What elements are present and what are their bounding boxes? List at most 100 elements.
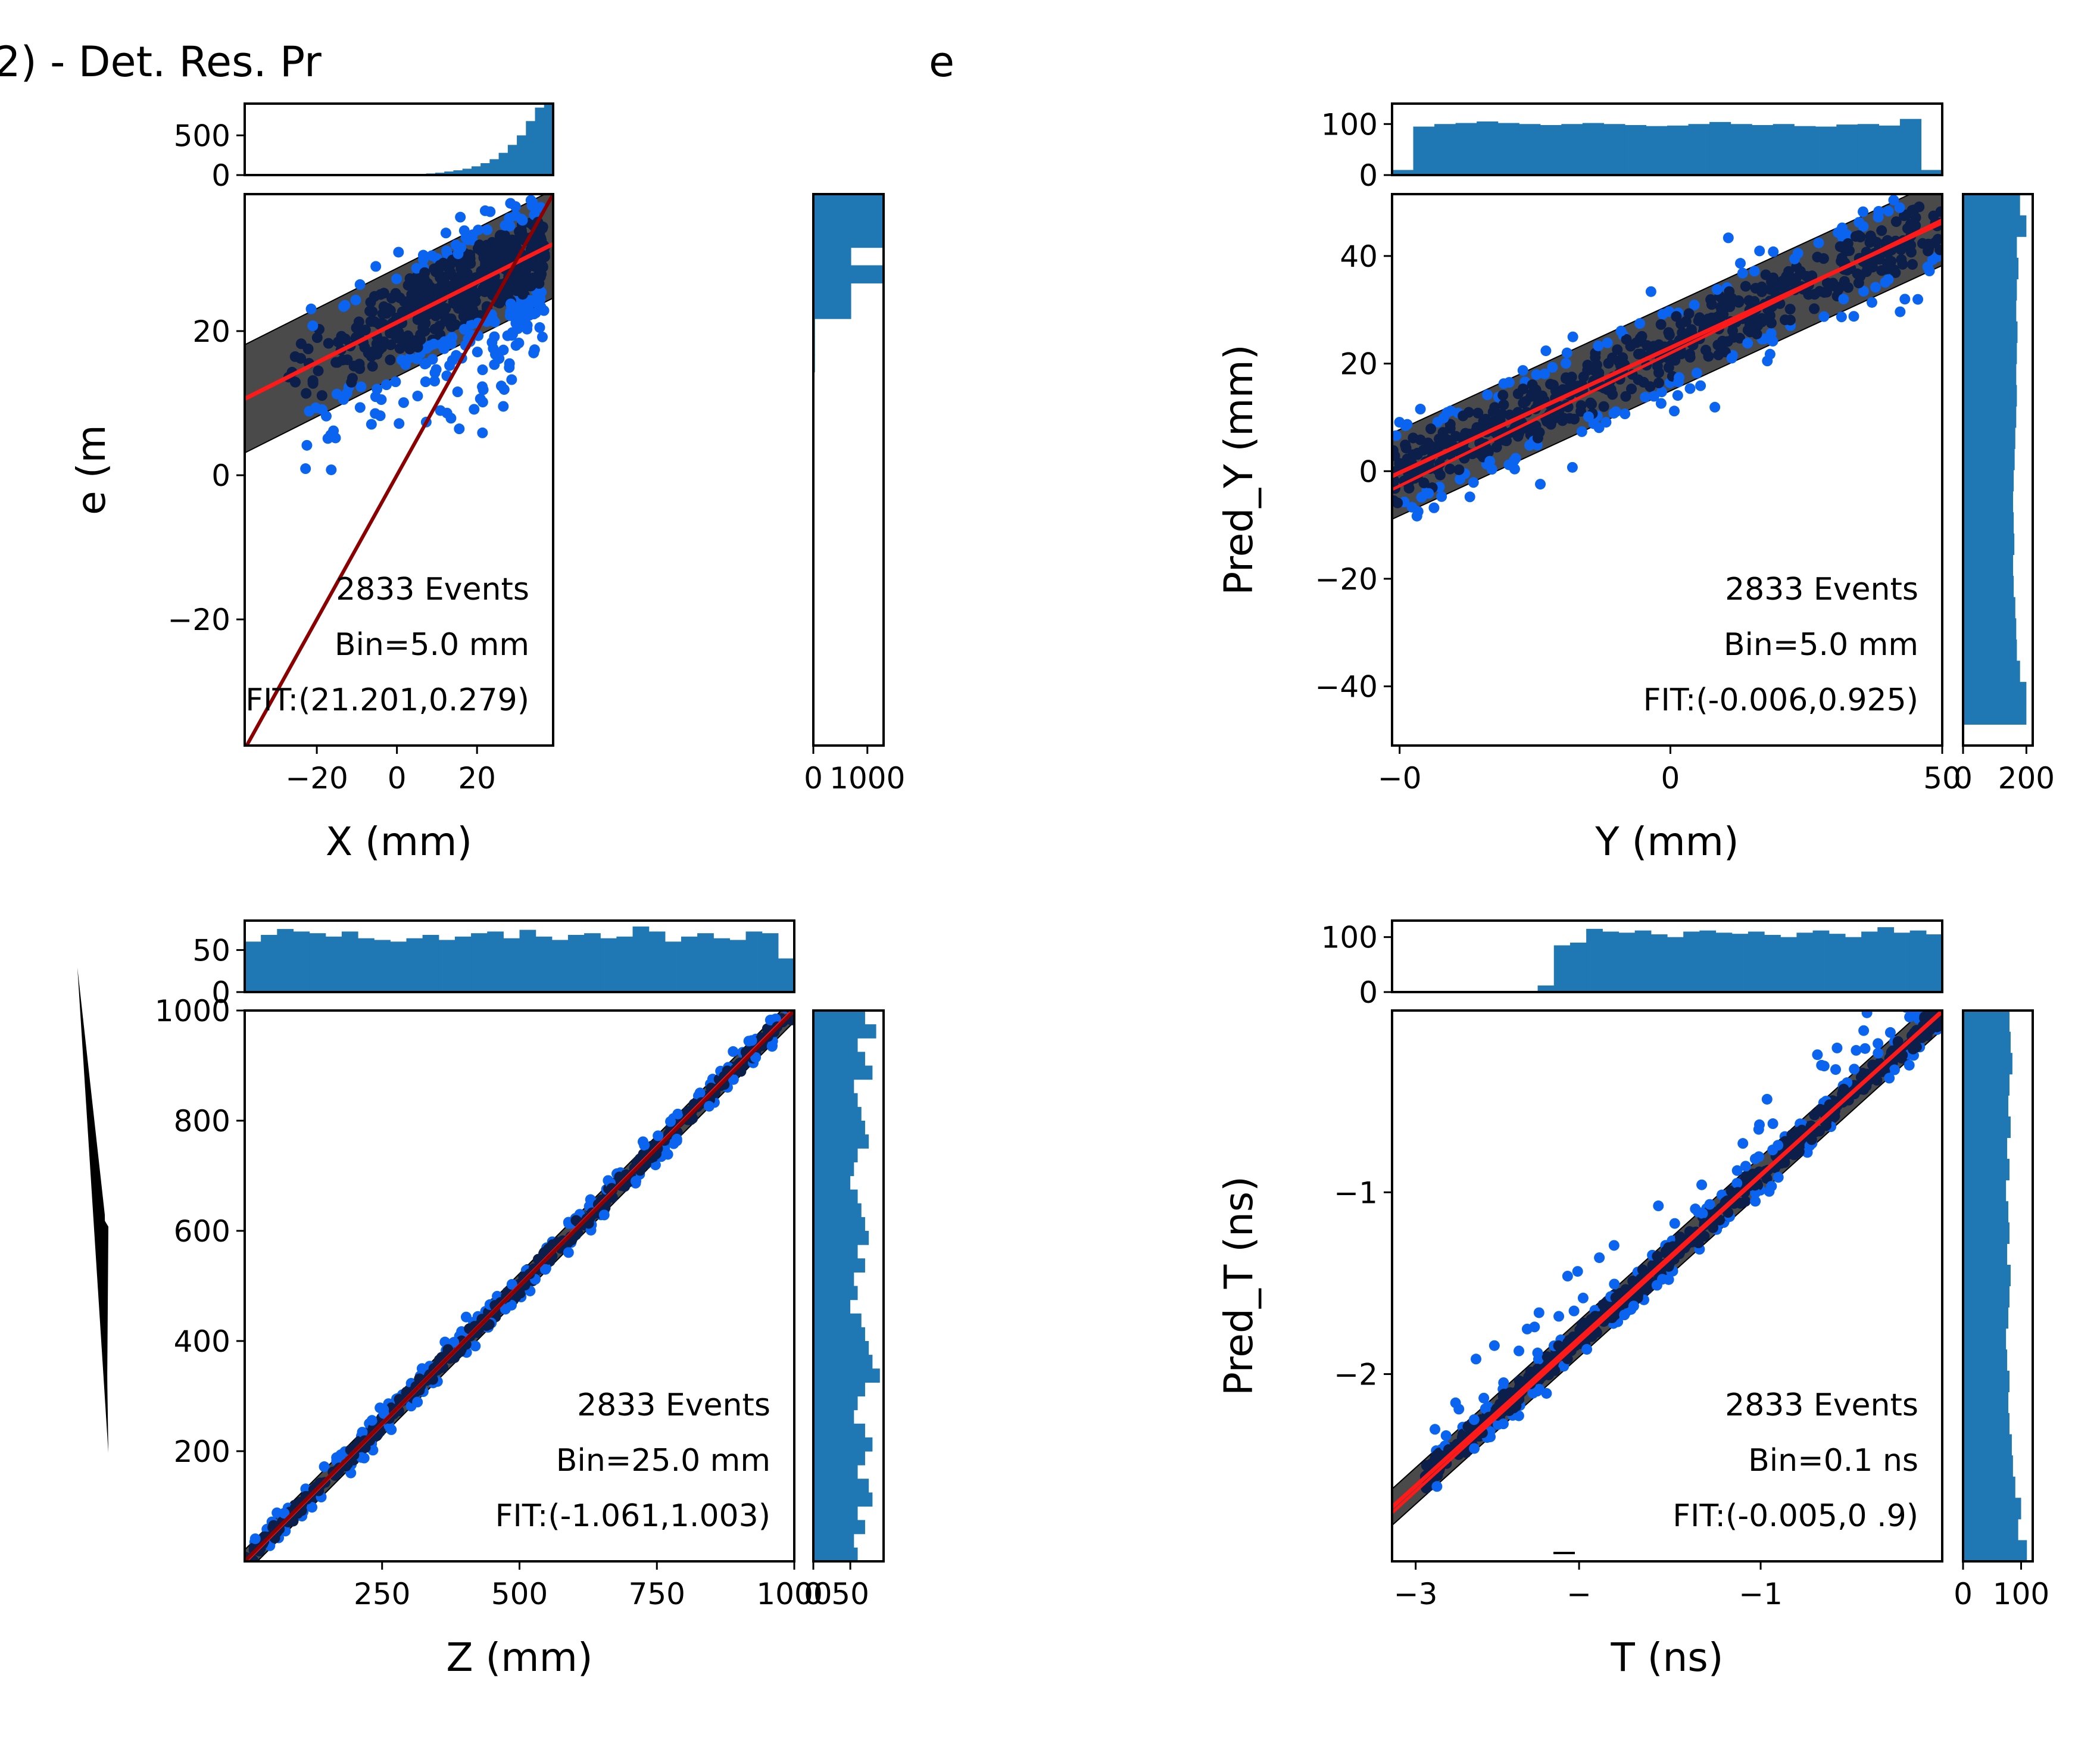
scatter-point [330, 357, 342, 368]
top-histogram-bar [277, 929, 294, 992]
scatter-point [489, 331, 500, 342]
scatter-point [1608, 1240, 1620, 1251]
scatter-point [505, 298, 516, 310]
right-histogram-bar [1963, 448, 2015, 470]
scatter-point [1711, 284, 1723, 295]
fit-line-secondary [1392, 1011, 1942, 1515]
right-hist-tick-label: 0 [1954, 1577, 1973, 1611]
top-histogram-bar [309, 933, 326, 992]
right-histogram-bar [1963, 257, 2019, 280]
top-hist-tick-label: 500 [174, 118, 230, 153]
scatter-point [1740, 1161, 1751, 1172]
top-histogram-bar [1909, 930, 1927, 992]
scatter-point [412, 1396, 423, 1408]
scatter-point [534, 322, 545, 333]
scatter-point [453, 248, 464, 260]
scatter-point [1638, 376, 1649, 388]
scatter-point [1607, 352, 1618, 363]
right-histogram-bar [1963, 1116, 2011, 1139]
scatter-point [639, 1140, 650, 1151]
top-histogram-bar [535, 936, 553, 992]
scatter-point [1468, 1414, 1480, 1426]
scatter-point [389, 325, 400, 336]
annotation-text: Bin=5.0 mm [1724, 627, 1918, 663]
scatter-point [1749, 266, 1760, 277]
scatter-point [1582, 364, 1593, 376]
scatter-point [1577, 1292, 1589, 1303]
right-histogram-bar [1963, 660, 2020, 682]
scatter-point [1894, 202, 1905, 213]
scatter-point [445, 413, 457, 424]
scatter-point [307, 1502, 318, 1513]
top-histogram-bar [1683, 931, 1700, 992]
scatter-point [1450, 431, 1461, 442]
top-histogram-frame [244, 919, 795, 993]
scatter-point [305, 303, 317, 314]
top-histogram-bar [1477, 121, 1499, 175]
top-histogram-bar [1688, 124, 1710, 175]
scatter-point [1892, 1036, 1904, 1047]
y-tick-label: 400 [174, 1324, 230, 1359]
top-histogram-bar [1603, 124, 1625, 175]
right-histogram-bar [813, 1299, 851, 1314]
scatter-point [1592, 369, 1603, 381]
right-histogram-bar [1963, 470, 2014, 492]
scatter-point [1750, 283, 1761, 294]
scatter-point [1663, 362, 1674, 373]
top-histogram-bar [341, 931, 358, 992]
scatter-point [1883, 205, 1894, 217]
scatter-point [1836, 252, 1848, 264]
annotation-text: 2833 Events [1725, 572, 1918, 607]
top-histogram-bar [1773, 124, 1795, 175]
scatter-point [1533, 393, 1544, 404]
right-histogram-bar [813, 265, 884, 283]
top-histogram-bar [544, 104, 554, 175]
annotation-text: FIT:(-1.061,1.003) [495, 1498, 770, 1534]
right-histogram-bar [1963, 363, 2017, 386]
top-histogram-bar [1455, 123, 1477, 175]
scatter-point [396, 354, 407, 366]
scatter-point [445, 256, 457, 267]
scatter-point [1742, 338, 1753, 349]
scatter-point [1609, 1278, 1620, 1290]
top-hist-tick-label: 0 [1359, 975, 1378, 1010]
scatter-point [1838, 294, 1849, 305]
scatter-point [485, 206, 496, 217]
scatter-point [385, 339, 397, 351]
scatter-point [1669, 406, 1680, 417]
scatter-point [1890, 216, 1902, 227]
right-histogram-bar [1963, 406, 2017, 428]
right-histogram-bar [813, 1547, 858, 1562]
scatter-point [1708, 1222, 1719, 1233]
scatter-point [1540, 345, 1552, 357]
top-histogram-bar [729, 940, 747, 992]
scatter-point [504, 220, 516, 232]
scatter-point [1428, 502, 1440, 513]
scatter-point [1876, 265, 1887, 276]
scatter-point [1656, 386, 1667, 398]
scatter-point [360, 325, 371, 336]
scatter-point [1444, 463, 1456, 475]
scatter-point [429, 376, 440, 387]
y-tick-label: 40 [1340, 239, 1378, 274]
scatter-point [500, 1303, 511, 1315]
top-histogram-bar [762, 933, 779, 992]
right-histogram-bar [1963, 1159, 2009, 1181]
right-histogram-bar [813, 1341, 869, 1355]
scatter-point [1866, 297, 1877, 308]
scatter-point [1518, 397, 1529, 408]
annotation-text: Bin=25.0 mm [556, 1443, 770, 1479]
scatter-point [1461, 1447, 1472, 1458]
scatter-point [1773, 1172, 1784, 1183]
scatter-point [413, 313, 425, 324]
scatter-point [1513, 1410, 1524, 1421]
right-histogram-bar [813, 211, 884, 230]
scatter-point [372, 383, 383, 395]
x-tick-label: −3 [1394, 1577, 1438, 1611]
scatter-point [671, 1135, 682, 1146]
scatter-point [536, 286, 547, 298]
scatter-point [1728, 332, 1739, 343]
scatter-point [1814, 1125, 1825, 1137]
scatter-point [1858, 286, 1869, 297]
scatter-point [1827, 277, 1839, 289]
